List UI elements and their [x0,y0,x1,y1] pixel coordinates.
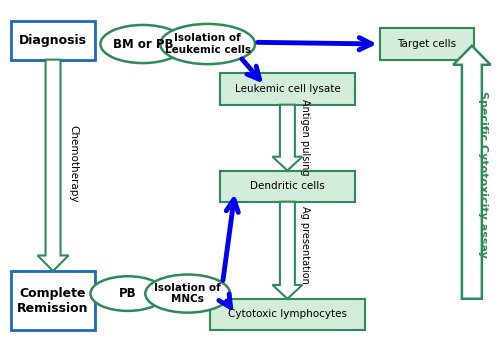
Text: Complete
Remission: Complete Remission [18,286,89,315]
Text: Antigen pulsing: Antigen pulsing [300,100,310,176]
Text: Ag presentation: Ag presentation [300,206,310,284]
Text: Cytotoxic lymphocytes: Cytotoxic lymphocytes [228,309,347,319]
FancyBboxPatch shape [220,73,354,105]
Polygon shape [38,60,68,271]
Text: BM or PB: BM or PB [112,38,173,50]
Text: Dendritic cells: Dendritic cells [250,181,325,191]
Ellipse shape [90,276,165,311]
Text: Target cells: Target cells [398,39,456,49]
Polygon shape [272,105,302,171]
Polygon shape [272,202,302,299]
Text: Leukemic cell lysate: Leukemic cell lysate [234,84,341,94]
Text: Chemotherapy: Chemotherapy [68,125,78,202]
Text: Isolation of
Leukemic cells: Isolation of Leukemic cells [164,33,250,55]
FancyBboxPatch shape [380,29,474,60]
Ellipse shape [100,25,185,63]
FancyBboxPatch shape [10,22,96,60]
Text: PB: PB [119,287,136,300]
FancyBboxPatch shape [220,171,354,202]
Polygon shape [453,46,490,299]
Ellipse shape [160,24,255,64]
FancyBboxPatch shape [10,271,96,330]
Ellipse shape [146,275,230,313]
Text: Diagnosis: Diagnosis [19,34,87,47]
Text: Isolation of
MNCs: Isolation of MNCs [154,283,221,304]
Text: Specific Cytotoxicity assay: Specific Cytotoxicity assay [478,90,488,258]
FancyBboxPatch shape [210,299,364,330]
